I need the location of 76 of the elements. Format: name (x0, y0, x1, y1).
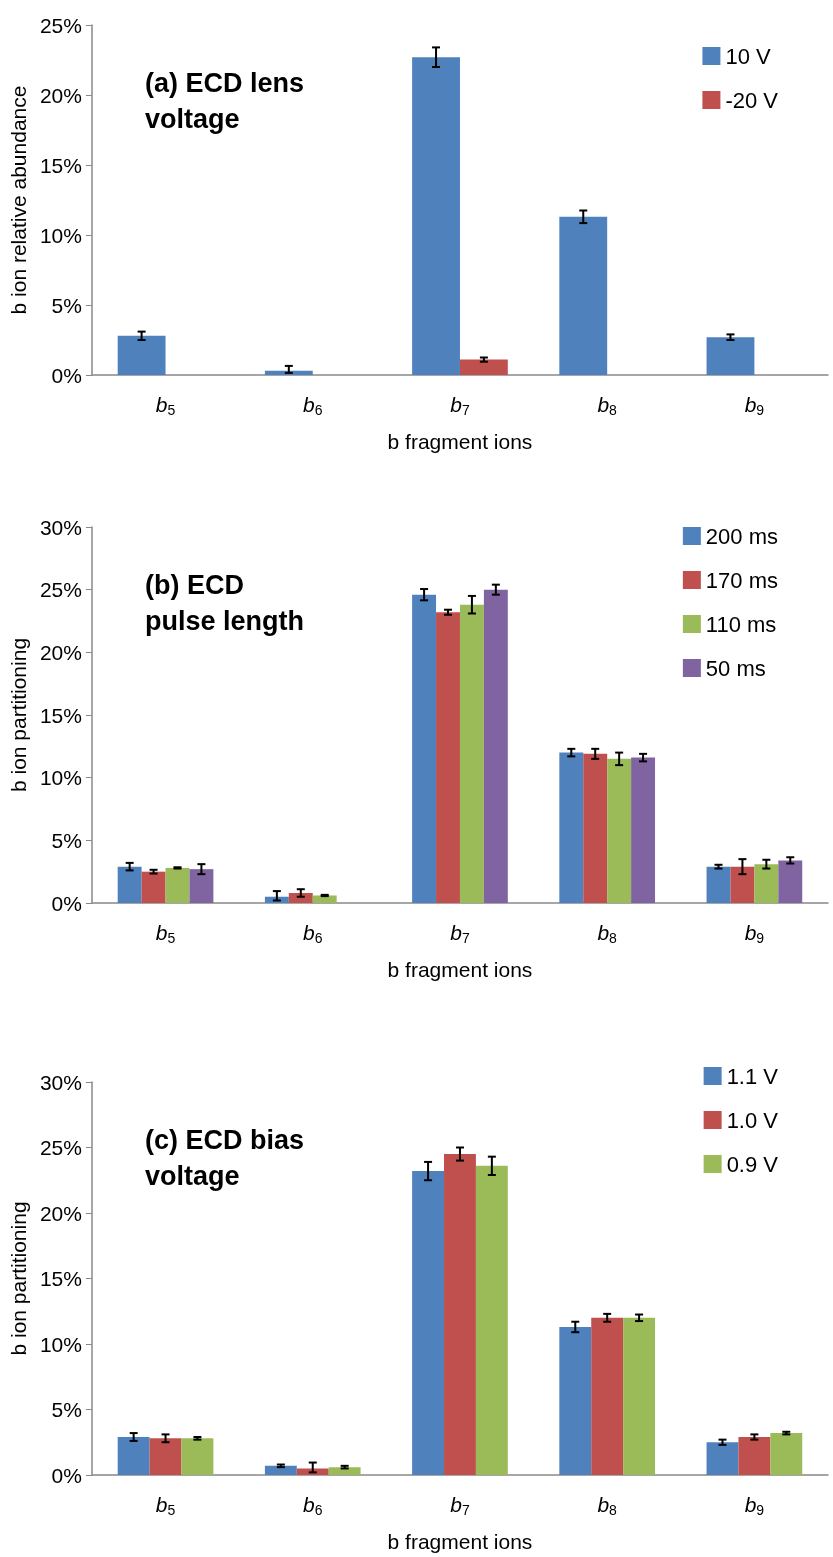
legend-label: 1.1 V (726, 1063, 779, 1089)
legend-label: 1.0 V (726, 1107, 779, 1133)
bar (436, 612, 460, 903)
y-axis-title: b ion partitioning (7, 1201, 30, 1356)
bar (264, 1465, 297, 1475)
bar (117, 866, 142, 903)
bar (264, 370, 313, 375)
bar (181, 1438, 214, 1475)
bar (706, 1442, 739, 1475)
y-tick-label: 0% (51, 891, 82, 915)
bar (117, 335, 166, 375)
bar (149, 1438, 182, 1475)
bar (706, 866, 731, 903)
bar (583, 753, 608, 903)
legend-label: 0.9 V (726, 1151, 779, 1177)
bar (559, 752, 584, 903)
y-tick-label: 5% (51, 1398, 82, 1421)
y-tick-label: 30% (39, 515, 82, 539)
bar (459, 359, 508, 375)
y-tick-label: 20% (39, 83, 82, 107)
legend-label: 50 ms (705, 655, 766, 681)
legend-label: 10 V (725, 43, 771, 69)
y-tick-label: 0% (51, 1463, 82, 1487)
x-axis-title: b fragment ions (387, 958, 533, 981)
legend-label: 110 ms (705, 611, 777, 637)
bar (607, 758, 632, 903)
y-tick-label: 15% (39, 1267, 82, 1290)
bar (483, 589, 508, 903)
bar (631, 757, 656, 903)
y-tick-label: 25% (39, 578, 82, 602)
bar (591, 1317, 624, 1475)
bar (328, 1467, 361, 1475)
bar (412, 57, 460, 375)
y-tick-label: 10% (39, 223, 82, 247)
bar (141, 871, 166, 903)
text: (a) ECD lens voltage (145, 68, 312, 134)
bar (117, 1437, 150, 1475)
x-axis-title: b fragment ions (387, 1530, 533, 1553)
bar (559, 1326, 592, 1475)
legend-label: -20 V (725, 87, 779, 113)
bar (189, 869, 214, 903)
bar (312, 895, 337, 903)
y-tick-label: 15% (39, 153, 82, 177)
bar (738, 1437, 771, 1475)
y-tick-label: 10% (39, 1332, 82, 1356)
y-tick-label: 10% (39, 766, 82, 790)
y-tick-label: 5% (51, 828, 82, 852)
x-axis-title: b fragment ions (387, 430, 533, 453)
bar (412, 1171, 445, 1475)
y-tick-label: 15% (39, 703, 82, 727)
y-tick-label: 20% (39, 1201, 82, 1225)
y-axis-title: b ion partitioning (7, 637, 30, 793)
legend-label: 200 ms (705, 523, 779, 549)
bar (475, 1165, 508, 1475)
bar (412, 594, 437, 903)
bar (165, 867, 190, 903)
bar (778, 860, 803, 903)
bar (770, 1433, 803, 1475)
bar (623, 1317, 656, 1475)
legend-label: 170 ms (705, 567, 779, 593)
bar (459, 604, 484, 903)
text: (b) ECD pulse length (145, 570, 305, 636)
y-tick-label: 25% (39, 13, 82, 37)
bar (706, 337, 755, 375)
text: (c) ECD bias voltage (145, 1125, 312, 1191)
y-tick-label: 0% (51, 363, 82, 387)
y-tick-label: 20% (39, 640, 82, 664)
bar (296, 1468, 329, 1475)
y-tick-label: 5% (51, 293, 82, 317)
y-tick-label: 30% (39, 1070, 82, 1094)
bar (754, 864, 779, 903)
bar (559, 216, 608, 375)
y-tick-label: 25% (39, 1136, 82, 1159)
bar (730, 866, 755, 903)
y-axis-title: b ion relative abundance (7, 85, 30, 315)
bar (444, 1154, 476, 1475)
